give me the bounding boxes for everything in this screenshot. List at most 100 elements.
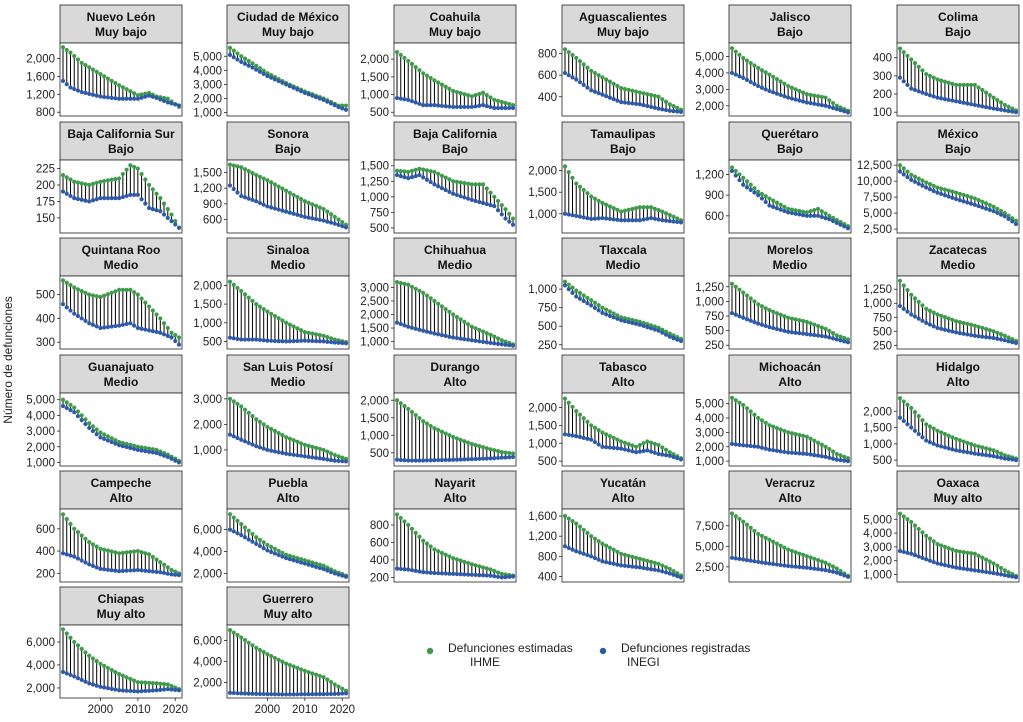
ihme-point xyxy=(117,176,122,181)
inegi-point xyxy=(660,452,665,457)
inegi-point xyxy=(901,549,906,555)
inegi-point xyxy=(75,196,81,202)
inegi-point xyxy=(317,96,322,101)
inegi-point xyxy=(90,428,96,434)
inegi-point xyxy=(585,301,590,306)
ihme-point xyxy=(800,318,806,324)
ihme-point xyxy=(239,404,244,409)
inegi-point xyxy=(652,450,657,455)
inegi-point xyxy=(604,216,609,221)
inegi-point xyxy=(317,339,322,344)
panel-strip xyxy=(896,237,1020,277)
ihme-point xyxy=(905,169,910,174)
ihme-point xyxy=(630,206,635,212)
y-tick-label: 750 xyxy=(538,303,557,315)
inegi-point xyxy=(402,458,407,463)
inegi-point xyxy=(295,559,300,564)
ihme-point xyxy=(72,526,77,531)
ihme-point xyxy=(789,548,794,554)
ihme-point xyxy=(424,541,430,546)
panel-subtitle: Bajo xyxy=(275,142,301,156)
inegi-point xyxy=(310,455,315,460)
ihme-point xyxy=(143,445,148,451)
inegi-point xyxy=(298,213,304,218)
ihme-point xyxy=(321,563,326,568)
inegi-point xyxy=(995,336,1000,341)
y-tick-label: 400 xyxy=(370,555,389,567)
panel-title: Querétaro xyxy=(761,127,818,141)
panel-title: Yucatán xyxy=(600,476,646,490)
panel-strip xyxy=(59,470,183,510)
inegi-point xyxy=(827,104,832,109)
inegi-point xyxy=(744,557,750,563)
inegi-point xyxy=(619,446,624,451)
ihme-point xyxy=(637,319,642,324)
y-tick-label: 250 xyxy=(538,340,557,352)
inegi-point xyxy=(340,340,345,346)
ihme-point xyxy=(737,172,742,177)
ihme-point xyxy=(64,280,69,285)
ihme-point xyxy=(998,451,1004,456)
ihme-point xyxy=(131,164,137,170)
inegi-point xyxy=(436,571,441,576)
ihme-point xyxy=(284,661,289,666)
inegi-point xyxy=(79,316,84,321)
ihme-point xyxy=(950,81,955,86)
y-tick-label: 5,000 xyxy=(695,541,724,553)
y-tick-label: 900 xyxy=(705,190,724,202)
ihme-point xyxy=(150,447,155,452)
ihme-point xyxy=(117,439,122,445)
inegi-point xyxy=(79,89,84,95)
inegi-point xyxy=(284,692,289,697)
inegi-point xyxy=(645,325,650,330)
y-tick-label: 500 xyxy=(203,336,222,348)
panel-title: Tlaxcala xyxy=(599,243,647,257)
inegi-point xyxy=(261,202,266,207)
ihme-point xyxy=(83,182,88,187)
inegi-point xyxy=(269,448,274,453)
ihme-point xyxy=(927,536,933,541)
ihme-point xyxy=(503,100,508,106)
ihme-point xyxy=(173,219,178,224)
ihme-point xyxy=(633,206,639,211)
inegi-point xyxy=(394,457,400,462)
inegi-point xyxy=(838,338,843,343)
panel-title: Aguascalientes xyxy=(579,10,667,24)
inegi-point xyxy=(968,333,974,338)
inegi-point xyxy=(473,104,478,109)
ihme-point xyxy=(592,300,598,305)
ihme-point xyxy=(942,187,948,192)
inegi-point xyxy=(756,193,761,198)
inegi-point xyxy=(845,340,851,345)
inegi-point xyxy=(328,340,334,345)
inegi-point xyxy=(158,330,163,335)
ihme-point xyxy=(473,442,478,448)
ihme-point xyxy=(663,99,669,104)
ihme-point xyxy=(340,686,345,691)
ihme-point xyxy=(124,87,129,92)
ihme-point xyxy=(946,80,951,85)
inegi-point xyxy=(139,197,144,202)
inegi-point xyxy=(741,75,746,80)
inegi-point xyxy=(954,448,959,453)
y-tick-label: 1,000 xyxy=(863,439,892,451)
ihme-point xyxy=(139,550,144,555)
ihme-point xyxy=(242,407,248,412)
inegi-point xyxy=(786,450,791,455)
ihme-point xyxy=(897,278,903,283)
ihme-point xyxy=(298,557,304,562)
inegi-point xyxy=(235,190,240,195)
legend-ihme-marker xyxy=(426,647,434,655)
ihme-point xyxy=(150,554,155,560)
ihme-point xyxy=(957,82,962,88)
ihme-point xyxy=(771,309,776,314)
ihme-point xyxy=(261,176,266,181)
panel-title: Morelos xyxy=(767,243,813,257)
inegi-point xyxy=(909,177,914,182)
inegi-point xyxy=(924,438,929,443)
inegi-point xyxy=(83,421,88,427)
ihme-point xyxy=(417,166,422,171)
ihme-point xyxy=(287,662,292,668)
